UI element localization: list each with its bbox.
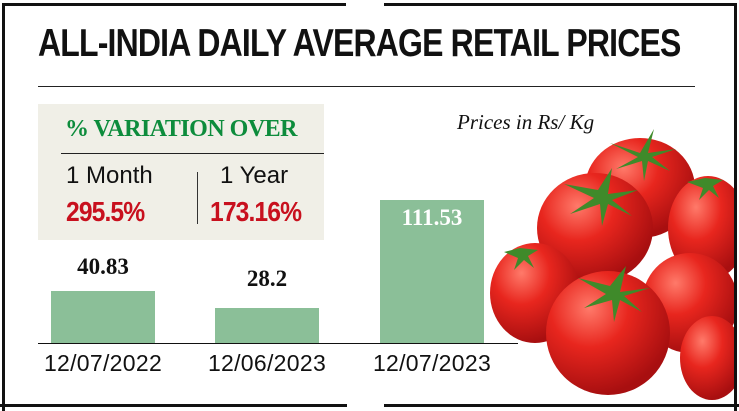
bar-value-label: 111.53 <box>401 205 463 230</box>
frame-top-left <box>2 3 346 6</box>
frame-left <box>2 3 5 411</box>
variation-separator <box>197 172 198 224</box>
title-divider <box>38 86 695 87</box>
x-axis <box>38 343 518 344</box>
x-tick-label: 12/07/2022 <box>43 350 163 376</box>
variation-divider <box>61 153 324 154</box>
unit-note: Prices in Rs/ Kg <box>457 110 595 134</box>
variation-value-year: 173.16% <box>210 196 302 227</box>
bar <box>380 200 484 343</box>
variation-heading: % VARIATION OVER <box>64 116 298 142</box>
bar-value-label: 28.2 <box>246 266 288 291</box>
frame-bottom-left <box>0 404 347 407</box>
frame-top-right <box>384 3 737 6</box>
tomato-leaves <box>504 129 723 322</box>
variation-label-month: 1 Month <box>66 162 153 189</box>
bar-value-label: 40.83 <box>77 254 129 279</box>
tomatoes-illustration <box>490 129 734 400</box>
variation-value-month: 295.5% <box>66 196 145 227</box>
x-tick-label: 12/07/2023 <box>372 350 492 376</box>
frame-right <box>734 3 737 411</box>
frame-bottom-right <box>384 404 739 407</box>
variation-panel: % VARIATION OVER 1 Month 295.5% 1 Year 1… <box>38 104 324 240</box>
tomato <box>490 138 734 400</box>
variation-label-year: 1 Year <box>220 162 289 189</box>
bar <box>215 308 319 343</box>
x-tick-label: 12/06/2023 <box>207 350 327 376</box>
bar <box>51 291 155 343</box>
chart-title: ALL-INDIA DAILY AVERAGE RETAIL PRICES <box>38 22 681 65</box>
